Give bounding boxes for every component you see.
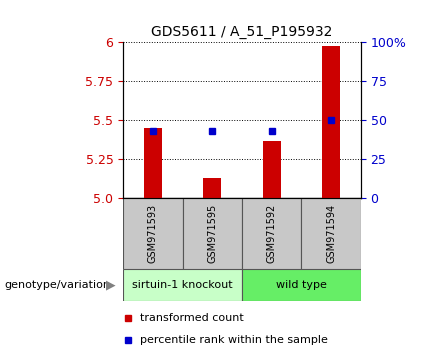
Bar <box>123 269 242 301</box>
Text: GSM971594: GSM971594 <box>326 204 336 263</box>
Text: GSM971593: GSM971593 <box>148 204 158 263</box>
Bar <box>242 269 361 301</box>
Bar <box>263 141 281 198</box>
Text: genotype/variation: genotype/variation <box>4 280 110 290</box>
Text: sirtuin-1 knockout: sirtuin-1 knockout <box>132 280 233 290</box>
Title: GDS5611 / A_51_P195932: GDS5611 / A_51_P195932 <box>151 25 333 39</box>
Text: GSM971592: GSM971592 <box>267 204 277 263</box>
Bar <box>123 198 183 269</box>
Bar <box>144 128 162 198</box>
Bar <box>301 198 361 269</box>
Bar <box>203 178 221 198</box>
Bar <box>242 198 301 269</box>
Text: GSM971595: GSM971595 <box>207 204 217 263</box>
Text: wild type: wild type <box>276 280 327 290</box>
Text: percentile rank within the sample: percentile rank within the sample <box>140 335 328 345</box>
Bar <box>183 198 242 269</box>
Text: transformed count: transformed count <box>140 313 244 323</box>
Bar <box>322 46 340 198</box>
Text: ▶: ▶ <box>106 279 115 291</box>
